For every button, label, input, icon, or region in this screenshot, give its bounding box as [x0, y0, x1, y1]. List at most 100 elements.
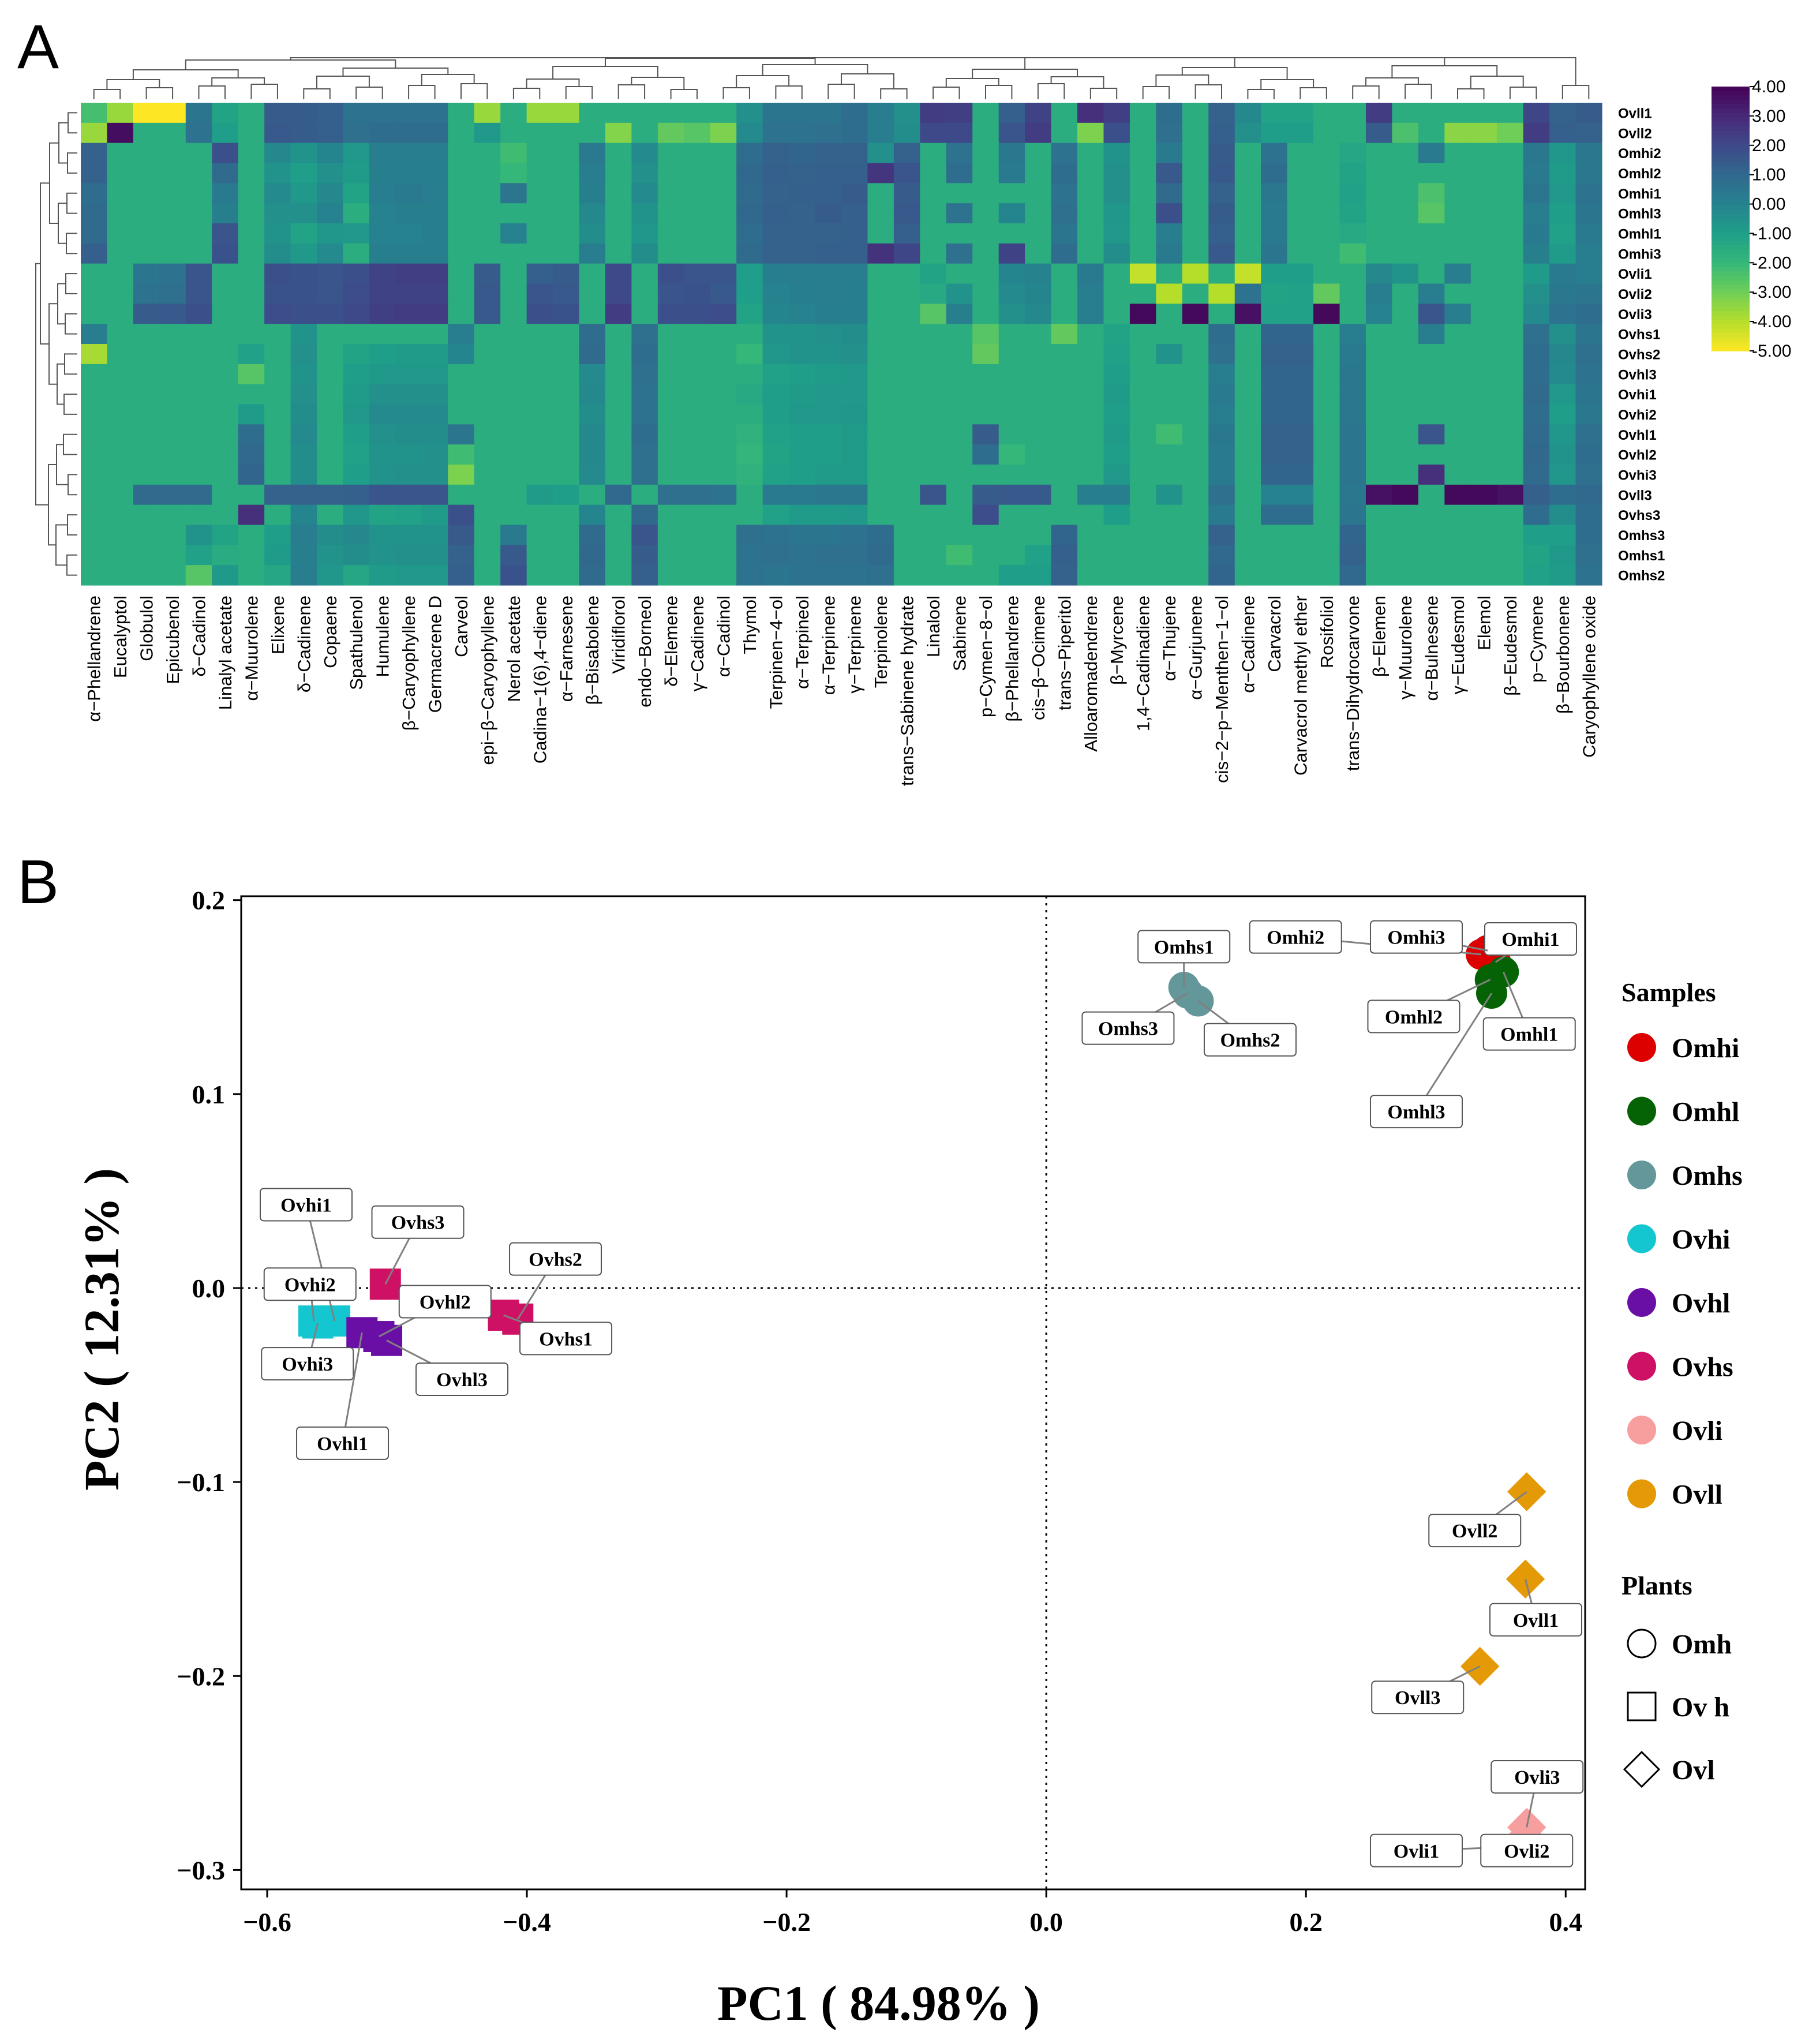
- heatmap-cell: [1444, 163, 1471, 184]
- point-label: Ovli3: [1514, 1767, 1560, 1788]
- heatmap-cell: [920, 465, 947, 485]
- heatmap-cell: [789, 444, 816, 465]
- heatmap-cell: [710, 344, 737, 365]
- heatmap-cell: [1051, 203, 1078, 224]
- heatmap-cell: [212, 122, 239, 144]
- heatmap-cell: [1261, 364, 1288, 385]
- heatmap-column-label: Alloaromadendrene: [1081, 596, 1101, 752]
- heatmap-cell: [212, 465, 239, 485]
- heatmap-cell: [1313, 424, 1340, 445]
- heatmap-cell: [972, 324, 999, 345]
- heatmap-cell: [789, 183, 816, 204]
- colorbar-segment: [1712, 342, 1750, 347]
- colorbar-segment: [1712, 166, 1750, 171]
- heatmap-cell: [369, 324, 396, 345]
- heatmap-cell: [1575, 122, 1602, 144]
- heatmap-cell: [369, 183, 396, 204]
- heatmap-cell: [684, 304, 711, 324]
- heatmap-cell: [893, 223, 920, 244]
- heatmap-cell: [133, 525, 160, 545]
- heatmap-cell: [631, 283, 658, 304]
- heatmap-cell: [631, 525, 658, 545]
- heatmap-cell: [1549, 223, 1576, 244]
- heatmap-cell: [159, 344, 186, 365]
- heatmap-cell: [317, 504, 344, 526]
- heatmap-cell: [736, 203, 763, 224]
- heatmap-row-label: Ovhl1: [1618, 428, 1657, 443]
- heatmap-cell: [684, 263, 711, 285]
- heatmap-cell: [369, 424, 396, 445]
- heatmap-cell: [893, 504, 920, 526]
- heatmap-cell: [1261, 465, 1288, 485]
- heatmap-cell: [736, 525, 763, 545]
- heatmap-cell: [1313, 504, 1340, 526]
- heatmap-cell: [526, 263, 553, 285]
- heatmap-cell: [605, 465, 632, 485]
- heatmap-cell: [159, 263, 186, 285]
- heatmap-cell: [1418, 143, 1445, 164]
- heatmap-cell: [1234, 504, 1261, 526]
- dendrogram-link: [66, 554, 77, 576]
- heatmap-cell: [500, 122, 527, 144]
- heatmap-cell: [1365, 263, 1393, 285]
- heatmap-cell: [448, 384, 475, 405]
- heatmap-cell: [1444, 263, 1471, 285]
- heatmap-column-label: Linalool: [923, 596, 943, 657]
- heatmap-cell: [972, 143, 999, 164]
- heatmap-column-label: Viridiflorol: [609, 596, 629, 674]
- heatmap-cell: [448, 283, 475, 304]
- heatmap-cell: [1313, 203, 1340, 224]
- heatmap-cell: [290, 183, 317, 204]
- heatmap-cell: [762, 465, 789, 485]
- heatmap-cell: [789, 504, 816, 526]
- heatmap-cell: [107, 465, 134, 485]
- heatmap-cell: [1418, 504, 1445, 526]
- heatmap-cell: [1025, 243, 1052, 264]
- heatmap-cell: [369, 465, 396, 485]
- heatmap-cell: [710, 424, 737, 445]
- heatmap-cell: [972, 344, 999, 365]
- heatmap-cell: [1575, 203, 1602, 224]
- heatmap-cell: [998, 364, 1025, 385]
- heatmap-cell: [1156, 484, 1183, 506]
- dendrogram-link: [64, 353, 77, 375]
- heatmap-cell: [1444, 565, 1471, 586]
- heatmap-cell: [710, 223, 737, 244]
- heatmap-cell: [1025, 344, 1052, 365]
- heatmap-cell: [684, 484, 711, 506]
- heatmap-cell: [1208, 163, 1235, 184]
- heatmap-cell: [238, 465, 265, 485]
- heatmap-cell: [1418, 183, 1445, 204]
- heatmap-cell: [710, 504, 737, 526]
- heatmap-row-label: Omhs3: [1618, 528, 1665, 544]
- heatmap-cell: [710, 304, 737, 324]
- heatmap-column-label: α−Terpinene: [818, 596, 838, 695]
- heatmap-cell: [1287, 444, 1314, 465]
- heatmap-cell: [684, 223, 711, 244]
- heatmap-cell: [212, 183, 239, 204]
- heatmap-cell: [81, 243, 108, 264]
- heatmap-column-label: endo−Borneol: [635, 596, 655, 708]
- heatmap-cell: [185, 384, 212, 405]
- colorbar-segment: [1712, 236, 1750, 241]
- heatmap-cell: [212, 163, 239, 184]
- heatmap-cell: [762, 103, 789, 123]
- colorbar-segment: [1712, 144, 1750, 149]
- heatmap-cell: [290, 324, 317, 345]
- heatmap-cell: [448, 465, 475, 485]
- heatmap-cell: [526, 525, 553, 545]
- colorbar-segment: [1712, 280, 1750, 286]
- heatmap-cell: [998, 404, 1025, 425]
- heatmap-cell: [1261, 203, 1288, 224]
- colorbar-tick-label: -2.00: [1752, 253, 1791, 272]
- heatmap-cell: [946, 465, 973, 485]
- heatmap-cell: [1051, 545, 1078, 566]
- heatmap-cell: [736, 504, 763, 526]
- dendrogram-link: [63, 394, 77, 415]
- colorbar-segment: [1712, 188, 1750, 193]
- heatmap-cell: [1392, 424, 1419, 445]
- colorbar-segment: [1712, 245, 1750, 250]
- heatmap-cell: [264, 525, 291, 545]
- dendrogram-link: [841, 73, 894, 89]
- heatmap-cell: [500, 304, 527, 324]
